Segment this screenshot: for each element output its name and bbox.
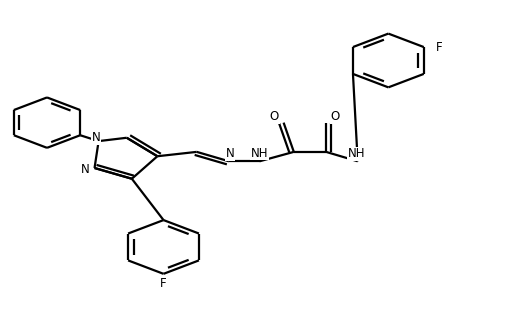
Text: O: O bbox=[270, 110, 279, 123]
Text: N: N bbox=[91, 131, 101, 144]
Text: N: N bbox=[225, 148, 235, 160]
Text: O: O bbox=[331, 110, 340, 123]
Text: NH: NH bbox=[251, 147, 268, 160]
Text: NH: NH bbox=[347, 148, 365, 160]
Text: F: F bbox=[160, 277, 167, 290]
Text: F: F bbox=[436, 41, 443, 53]
Text: N: N bbox=[81, 163, 90, 176]
